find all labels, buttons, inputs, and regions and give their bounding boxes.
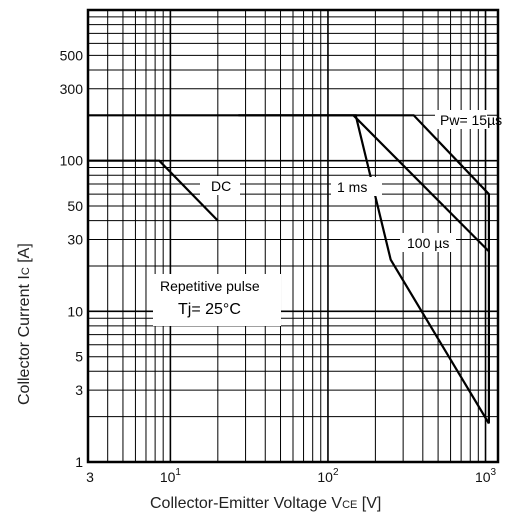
y-tick-label: 1 bbox=[75, 454, 83, 470]
x-tick-label: 103 bbox=[475, 467, 497, 485]
series-line-1 bbox=[238, 114, 490, 425]
series-lines bbox=[88, 114, 490, 425]
series-line-2 bbox=[352, 114, 490, 253]
dc-label-bg bbox=[200, 176, 240, 195]
grid bbox=[88, 10, 498, 462]
annotation-repetitive-pulse: Repetitive pulse bbox=[160, 278, 260, 294]
y-tick-label: 300 bbox=[60, 81, 84, 97]
x-tick-label: 102 bbox=[317, 467, 339, 485]
x-tick-label: 3 bbox=[86, 469, 94, 485]
annotation-bg bbox=[153, 274, 281, 326]
series-line-0 bbox=[88, 159, 219, 222]
y-axis-title: Collector Current IC [A] bbox=[16, 243, 33, 405]
series-label-1ms: 1 ms bbox=[337, 179, 367, 195]
x-axis-title: Collector-Emitter Voltage VCE [V] bbox=[150, 495, 381, 512]
100us-label-bg bbox=[400, 233, 456, 252]
y-tick-label: 5 bbox=[75, 349, 83, 365]
x-tick-labels: 3 101 102 103 bbox=[86, 467, 496, 485]
y-tick-label: 100 bbox=[60, 153, 84, 169]
15us-label-bg bbox=[435, 110, 487, 129]
x-tick-label: 101 bbox=[160, 467, 182, 485]
series-label-dc: DC bbox=[211, 178, 231, 194]
series-label-15us: Pw= 15µs bbox=[440, 112, 502, 128]
series-line-3 bbox=[88, 114, 490, 424]
plot-frame bbox=[86, 8, 500, 464]
annotation-tj: Tj= 25°C bbox=[178, 301, 241, 318]
y-tick-label: 10 bbox=[67, 303, 83, 319]
1ms-label-bg bbox=[331, 177, 382, 196]
series-label-100us: 100 µs bbox=[407, 235, 449, 251]
y-tick-label: 3 bbox=[75, 382, 83, 398]
y-tick-label: 50 bbox=[67, 198, 83, 214]
y-tick-label: 30 bbox=[67, 231, 83, 247]
y-tick-labels: 1 3 5 10 30 50 100 300 500 bbox=[60, 47, 84, 470]
y-tick-label: 500 bbox=[60, 47, 84, 63]
